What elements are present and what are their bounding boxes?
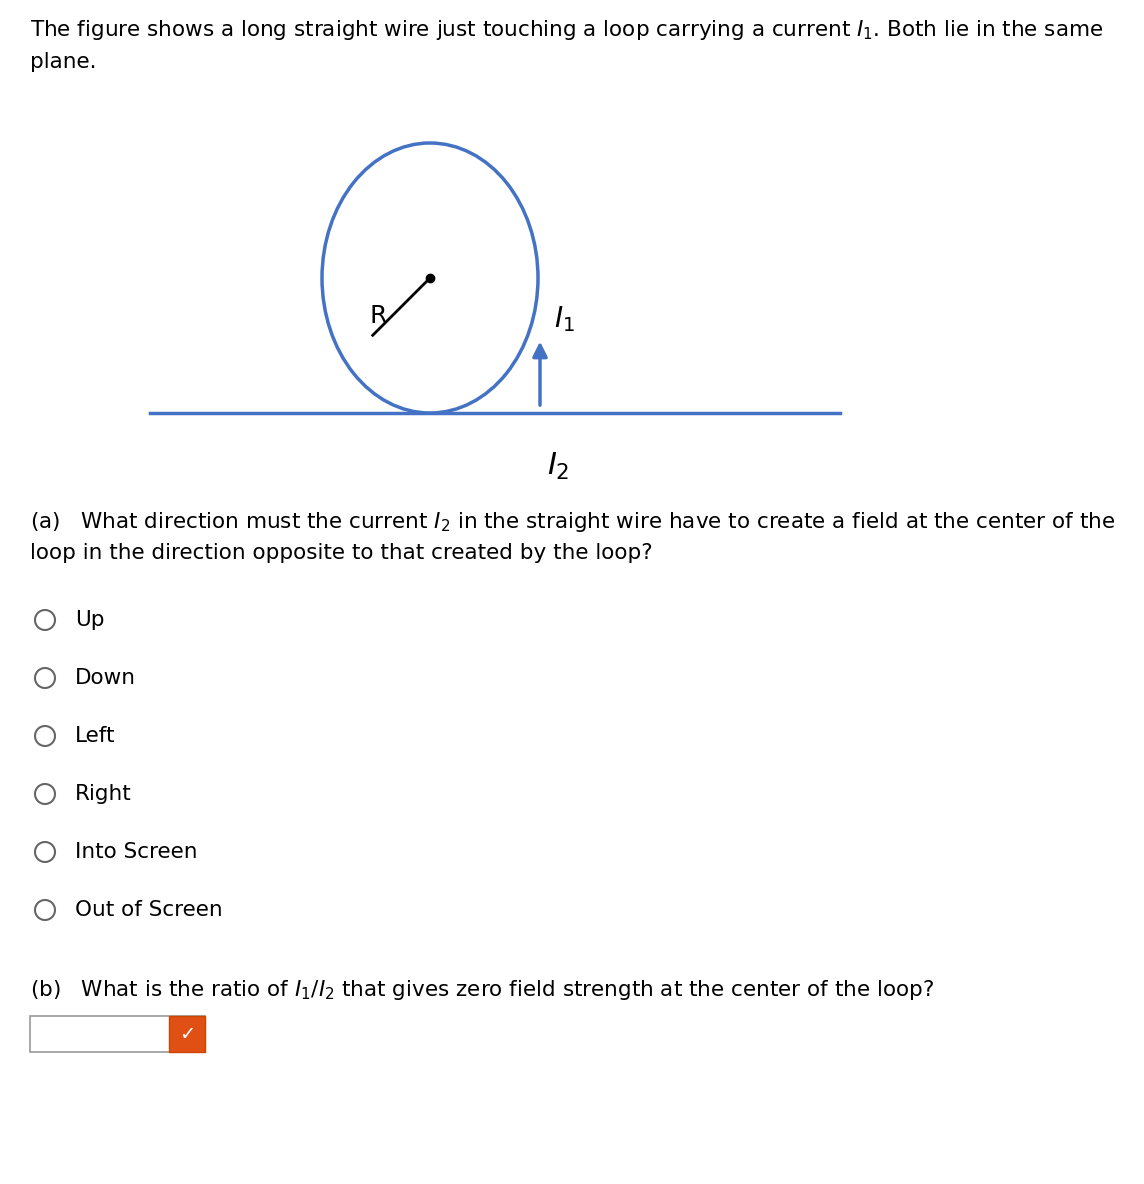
Text: Left: Left [76,726,116,746]
Text: (a)   What direction must the current $I_2$ in the straight wire have to create : (a) What direction must the current $I_2… [30,510,1115,534]
Text: Right: Right [76,784,132,804]
Text: The figure shows a long straight wire just touching a loop carrying a current $I: The figure shows a long straight wire ju… [30,18,1103,41]
Text: Into Screen: Into Screen [76,842,198,862]
Text: ✓: ✓ [178,1024,196,1043]
Text: Out of Screen: Out of Screen [76,900,223,920]
Text: Down: Down [76,668,136,688]
Text: Up: Up [76,610,104,630]
FancyBboxPatch shape [169,1016,205,1053]
Text: plane.: plane. [30,52,96,72]
Text: loop in the direction opposite to that created by the loop?: loop in the direction opposite to that c… [30,543,652,564]
Text: R: R [370,304,387,328]
Text: $I_1$: $I_1$ [554,304,574,334]
FancyBboxPatch shape [30,1016,205,1053]
Text: $I_2$: $I_2$ [547,451,570,482]
Text: (b)   What is the ratio of $I_1$/$I_2$ that gives zero field strength at the cen: (b) What is the ratio of $I_1$/$I_2$ tha… [30,978,934,1002]
